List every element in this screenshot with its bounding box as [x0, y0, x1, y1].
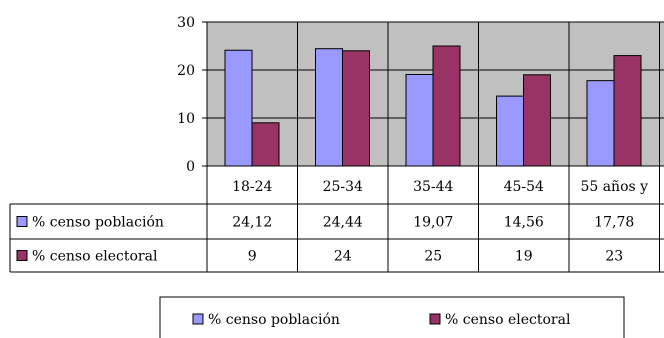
- bar-electoral-3: [523, 74, 551, 167]
- y-axis: 0 10 20 30: [177, 15, 208, 175]
- bar-poblacion-3: [496, 95, 524, 167]
- table-value-cell: 24,44: [323, 215, 363, 231]
- x-category-label: 18-24: [232, 179, 272, 195]
- x-category-label: 45-54: [504, 179, 544, 195]
- table-value-cell: 9: [248, 249, 257, 265]
- legend-swatch: [192, 313, 204, 325]
- table-value-cell: 14,56: [504, 215, 544, 231]
- table-value-cell: 23: [605, 249, 623, 265]
- y-tick-label: 20: [177, 63, 195, 79]
- y-tick-label: 0: [186, 159, 195, 175]
- table-value-cell: 24: [334, 249, 352, 265]
- bar-electoral-0: [251, 122, 280, 167]
- bar-electoral-2: [432, 45, 461, 167]
- bar-electoral-1: [342, 50, 370, 167]
- legend-label: % censo electoral: [445, 312, 571, 328]
- table-value-cell: 19: [515, 249, 533, 265]
- table-series-name: % censo población: [32, 215, 164, 231]
- table-series-swatch: [16, 216, 28, 227]
- table-value-cell: 17,78: [594, 215, 634, 231]
- bars: [224, 45, 642, 167]
- table-value-cell: 25: [424, 249, 442, 265]
- x-category-label: 55 años y: [580, 179, 648, 195]
- table-series-name: % censo electoral: [32, 249, 158, 265]
- bar-electoral-4: [613, 55, 642, 167]
- table-series-swatch: [16, 250, 28, 261]
- legend: % censo población % censo electoral: [159, 296, 625, 338]
- bar-poblacion-2: [405, 73, 434, 167]
- table-value-cell: 19,07: [413, 215, 453, 231]
- y-tick-label: 10: [177, 111, 195, 127]
- legend-box: [159, 296, 625, 338]
- bar-poblacion-4: [586, 80, 615, 167]
- x-category-label: 25-34: [323, 179, 363, 195]
- bar-poblacion-0: [224, 49, 253, 167]
- legend-label: % censo población: [208, 312, 340, 328]
- legend-swatch: [429, 313, 441, 325]
- y-tick-label: 30: [177, 15, 195, 31]
- table-value-cell: 24,12: [232, 215, 272, 231]
- bar-poblacion-1: [315, 48, 343, 167]
- x-category-label: 35-44: [413, 179, 453, 195]
- data-table: 18-24 25-34 35-44 45-54 55 años y % censo pob…: [9, 22, 664, 273]
